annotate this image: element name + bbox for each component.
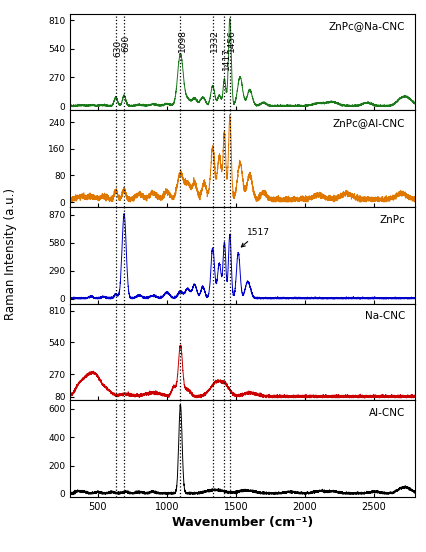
Text: ZnPc@Na-CNC: ZnPc@Na-CNC [328,22,405,31]
Text: Na-CNC: Na-CNC [365,311,405,321]
Text: 1417: 1417 [222,47,231,70]
Text: ZnPc: ZnPc [379,215,405,225]
Text: ZnPc@Al-CNC: ZnPc@Al-CNC [333,118,405,128]
Text: 690: 690 [121,35,130,52]
Text: Al-CNC: Al-CNC [368,408,405,418]
Text: Raman Intensity (a.u.): Raman Intensity (a.u.) [4,188,17,320]
Text: 1332: 1332 [210,30,219,52]
Text: 630: 630 [113,40,122,57]
Text: 1517: 1517 [242,228,270,247]
Text: 1456: 1456 [227,30,236,52]
X-axis label: Wavenumber (cm⁻¹): Wavenumber (cm⁻¹) [172,516,314,529]
Text: 1098: 1098 [178,29,187,52]
